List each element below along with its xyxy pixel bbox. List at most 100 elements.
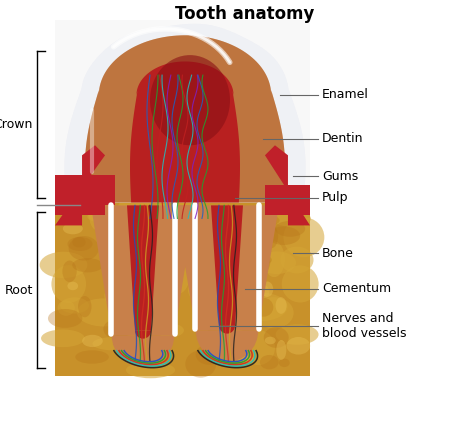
Ellipse shape: [237, 214, 250, 226]
Ellipse shape: [120, 275, 135, 289]
Text: Pulp: Pulp: [322, 192, 348, 204]
Ellipse shape: [63, 261, 77, 282]
Ellipse shape: [242, 330, 275, 365]
Ellipse shape: [89, 197, 105, 230]
Ellipse shape: [282, 265, 319, 303]
Ellipse shape: [174, 193, 201, 228]
Ellipse shape: [196, 274, 232, 293]
Ellipse shape: [150, 55, 230, 145]
Ellipse shape: [207, 232, 227, 259]
Ellipse shape: [281, 247, 313, 273]
Ellipse shape: [286, 337, 310, 354]
Ellipse shape: [88, 206, 126, 223]
Ellipse shape: [77, 298, 131, 327]
Ellipse shape: [126, 206, 142, 241]
Polygon shape: [265, 185, 310, 216]
Ellipse shape: [122, 225, 148, 237]
Ellipse shape: [75, 350, 109, 364]
Ellipse shape: [264, 327, 289, 348]
Wedge shape: [219, 325, 235, 333]
Ellipse shape: [67, 237, 92, 251]
Polygon shape: [127, 205, 159, 330]
Ellipse shape: [92, 337, 133, 350]
Ellipse shape: [254, 297, 294, 328]
Ellipse shape: [152, 203, 170, 227]
Ellipse shape: [232, 293, 288, 321]
Ellipse shape: [265, 337, 276, 344]
Polygon shape: [211, 205, 243, 325]
Wedge shape: [196, 330, 258, 362]
Ellipse shape: [272, 210, 311, 226]
Ellipse shape: [276, 324, 319, 345]
Ellipse shape: [276, 340, 286, 360]
Ellipse shape: [264, 241, 285, 277]
Ellipse shape: [87, 209, 137, 224]
Ellipse shape: [104, 282, 140, 309]
Ellipse shape: [124, 264, 170, 302]
Polygon shape: [55, 145, 105, 225]
Text: Tooth anatomy: Tooth anatomy: [175, 5, 315, 23]
Ellipse shape: [82, 335, 103, 347]
Polygon shape: [64, 24, 305, 203]
Ellipse shape: [118, 194, 153, 224]
Ellipse shape: [283, 217, 324, 257]
Ellipse shape: [127, 312, 151, 324]
Text: dreamstime.com: dreamstime.com: [5, 404, 81, 413]
Text: Enamel: Enamel: [322, 88, 369, 101]
Ellipse shape: [241, 282, 269, 302]
Ellipse shape: [156, 211, 176, 233]
Ellipse shape: [115, 319, 129, 338]
Ellipse shape: [152, 323, 184, 338]
Polygon shape: [64, 24, 305, 203]
Ellipse shape: [205, 230, 246, 269]
Ellipse shape: [69, 236, 99, 261]
Ellipse shape: [237, 329, 254, 348]
Ellipse shape: [204, 272, 221, 289]
Polygon shape: [102, 70, 167, 182]
Ellipse shape: [196, 344, 223, 365]
Polygon shape: [91, 205, 195, 336]
Ellipse shape: [51, 265, 86, 303]
Ellipse shape: [186, 240, 202, 258]
Ellipse shape: [289, 203, 302, 222]
Ellipse shape: [219, 299, 231, 317]
Ellipse shape: [64, 194, 92, 213]
Ellipse shape: [203, 331, 228, 348]
Ellipse shape: [72, 258, 103, 272]
Ellipse shape: [275, 221, 305, 237]
Ellipse shape: [57, 300, 75, 316]
Ellipse shape: [226, 255, 258, 291]
Ellipse shape: [207, 321, 232, 348]
Polygon shape: [55, 20, 310, 200]
Ellipse shape: [185, 350, 216, 378]
Ellipse shape: [40, 252, 87, 278]
Polygon shape: [175, 205, 279, 330]
Ellipse shape: [260, 355, 279, 369]
Ellipse shape: [246, 254, 272, 266]
Ellipse shape: [63, 223, 83, 234]
Ellipse shape: [117, 301, 129, 308]
Wedge shape: [112, 336, 174, 367]
Polygon shape: [55, 175, 115, 205]
Ellipse shape: [48, 309, 82, 328]
Text: Bone: Bone: [322, 247, 354, 260]
Ellipse shape: [187, 255, 230, 272]
Text: Crown: Crown: [0, 118, 33, 131]
Ellipse shape: [116, 313, 170, 337]
Text: Cementum: Cementum: [322, 282, 391, 296]
Ellipse shape: [279, 359, 290, 367]
Ellipse shape: [108, 205, 144, 240]
Ellipse shape: [60, 297, 89, 314]
Ellipse shape: [253, 224, 271, 247]
Ellipse shape: [190, 210, 237, 229]
Ellipse shape: [226, 322, 250, 344]
Ellipse shape: [78, 296, 91, 317]
Ellipse shape: [103, 320, 122, 338]
Text: Gums: Gums: [322, 170, 358, 183]
Ellipse shape: [242, 248, 270, 276]
Polygon shape: [265, 145, 310, 225]
Ellipse shape: [41, 330, 85, 347]
Ellipse shape: [257, 251, 296, 274]
Ellipse shape: [237, 356, 255, 362]
Ellipse shape: [67, 282, 78, 290]
